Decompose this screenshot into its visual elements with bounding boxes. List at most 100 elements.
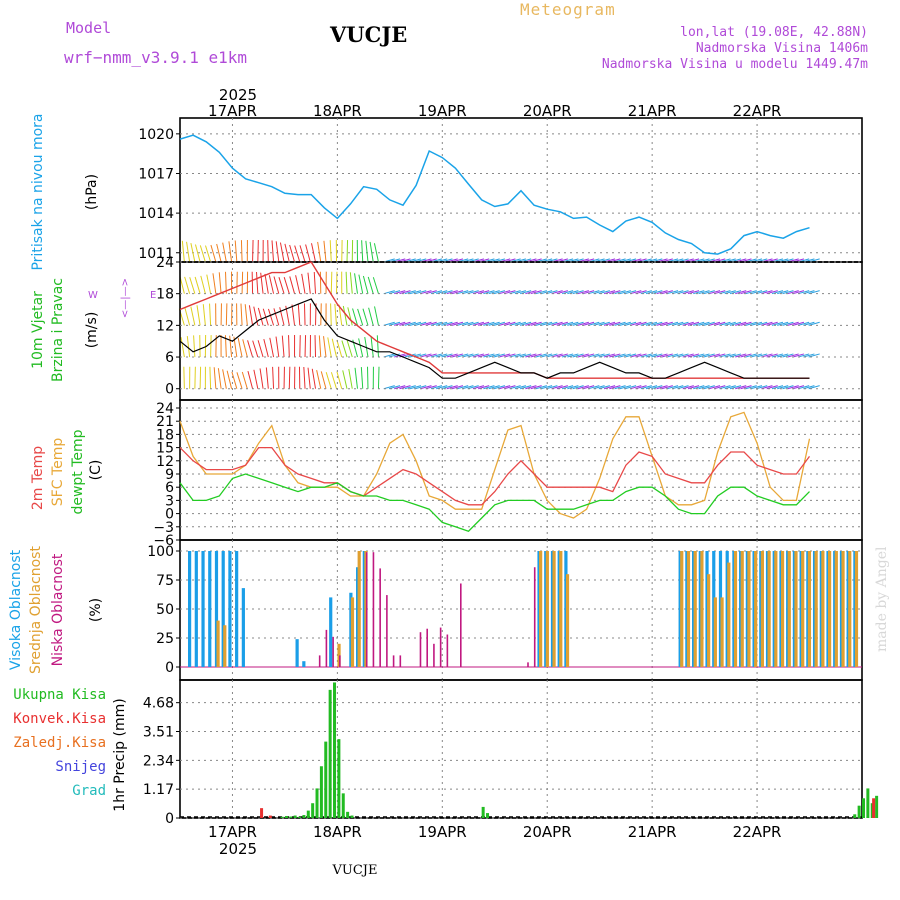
cloud-bar [201,551,205,667]
wind-barb [687,353,700,358]
wind-barb [677,353,689,358]
wind-barb [530,290,542,295]
wind-barb [388,385,401,390]
wind-barb [478,385,490,390]
wind-barb [803,385,815,390]
cloud-bar [733,551,738,667]
wind-barb [399,290,411,295]
wind-barb [279,242,285,263]
panel-frame [179,261,863,401]
wind-barb [703,353,715,358]
wind-barb [535,353,547,358]
wind-barb [295,275,301,294]
wind-barb [624,353,637,358]
wind-barb [519,321,532,326]
wind-barb [761,385,773,390]
precip-total-bar [298,816,302,818]
wind-barb [808,353,820,358]
cloud-bar [228,551,232,667]
wind-barb [436,385,448,390]
wind-barb [193,335,196,358]
cloud-label-c: Niska Oblacnost [50,553,66,666]
wind-barb [255,271,259,294]
wind-barb [248,305,254,326]
wind-barb [472,290,485,295]
precip-tick-label: 1.17 [143,782,174,798]
wind-barb [519,290,532,295]
model-label: Model [66,19,112,37]
wind-barb [598,385,610,390]
precip-total-bar [333,682,337,818]
wind-barb [504,353,516,358]
pressure-tick-label: 1014 [138,206,174,222]
cloud-bar [854,551,859,667]
cloud-bar [828,551,832,667]
cloud-bar [557,551,561,667]
cloud-tick-label: 100 [147,544,174,560]
wind-barb [283,277,290,294]
cloud-bar [194,551,198,667]
wind-barb [377,366,380,389]
wind-barb [703,321,715,326]
wind-barb [399,321,411,326]
wind-barb [672,290,684,295]
wind-barb [272,366,275,389]
precip-total-bar [341,793,345,818]
wind-barb [729,353,742,358]
wind-barb [714,290,726,295]
wind-barb [792,353,805,358]
wind-barb [782,321,794,326]
wind-barb [693,290,705,295]
wind-barb [257,340,264,358]
wind-barb [425,385,437,390]
cloud-bar [357,551,361,667]
wind-barb [666,353,679,358]
wind-barb [630,385,642,390]
wind-barb [666,321,679,326]
cloud-bar [780,551,785,667]
wind-barb [472,385,485,390]
wind-barb [535,321,547,326]
wind-barb [593,290,605,295]
cloud-bar [426,628,428,667]
model-name: wrf−nmm_v3.9.1 e1km [64,48,248,67]
wind-barb [504,321,516,326]
wind-barb [409,385,422,390]
wind-barb [771,385,784,390]
wind-barb [635,290,647,295]
wind-barb [729,321,742,326]
cloud-bar [460,583,462,667]
wind-barb [603,321,616,326]
wind-barb [493,321,506,326]
cloud-bar [707,574,711,667]
wind-barb [582,290,595,295]
wind-tick-label: 24 [156,255,174,271]
cloud-bar [752,551,756,667]
wind-barb [316,370,322,389]
wind-barb [451,353,464,358]
wind-barb [525,290,537,295]
wind-barb [609,385,621,390]
cloud-bar [779,551,783,667]
wind-barb [457,290,469,295]
wind-barb [320,371,327,389]
wind-barb [394,385,406,390]
wind-barb [619,353,631,358]
wind-barb [275,336,280,358]
cloud-bar [221,551,225,667]
wind-barb [488,321,500,326]
wind-barb [750,385,763,390]
wind-barb [226,370,233,389]
wind-barb [394,290,406,295]
wind-barb [284,243,290,263]
wind-barb [729,385,742,390]
wind-barb [750,353,763,358]
wind-barb [301,273,306,294]
wind-barb [478,290,490,295]
wind-barb [483,321,495,326]
wind-barb [572,385,584,390]
wind-barb [582,385,595,390]
wind-barb [446,385,458,390]
wind-barb [530,353,542,358]
wind-barb [467,353,479,358]
